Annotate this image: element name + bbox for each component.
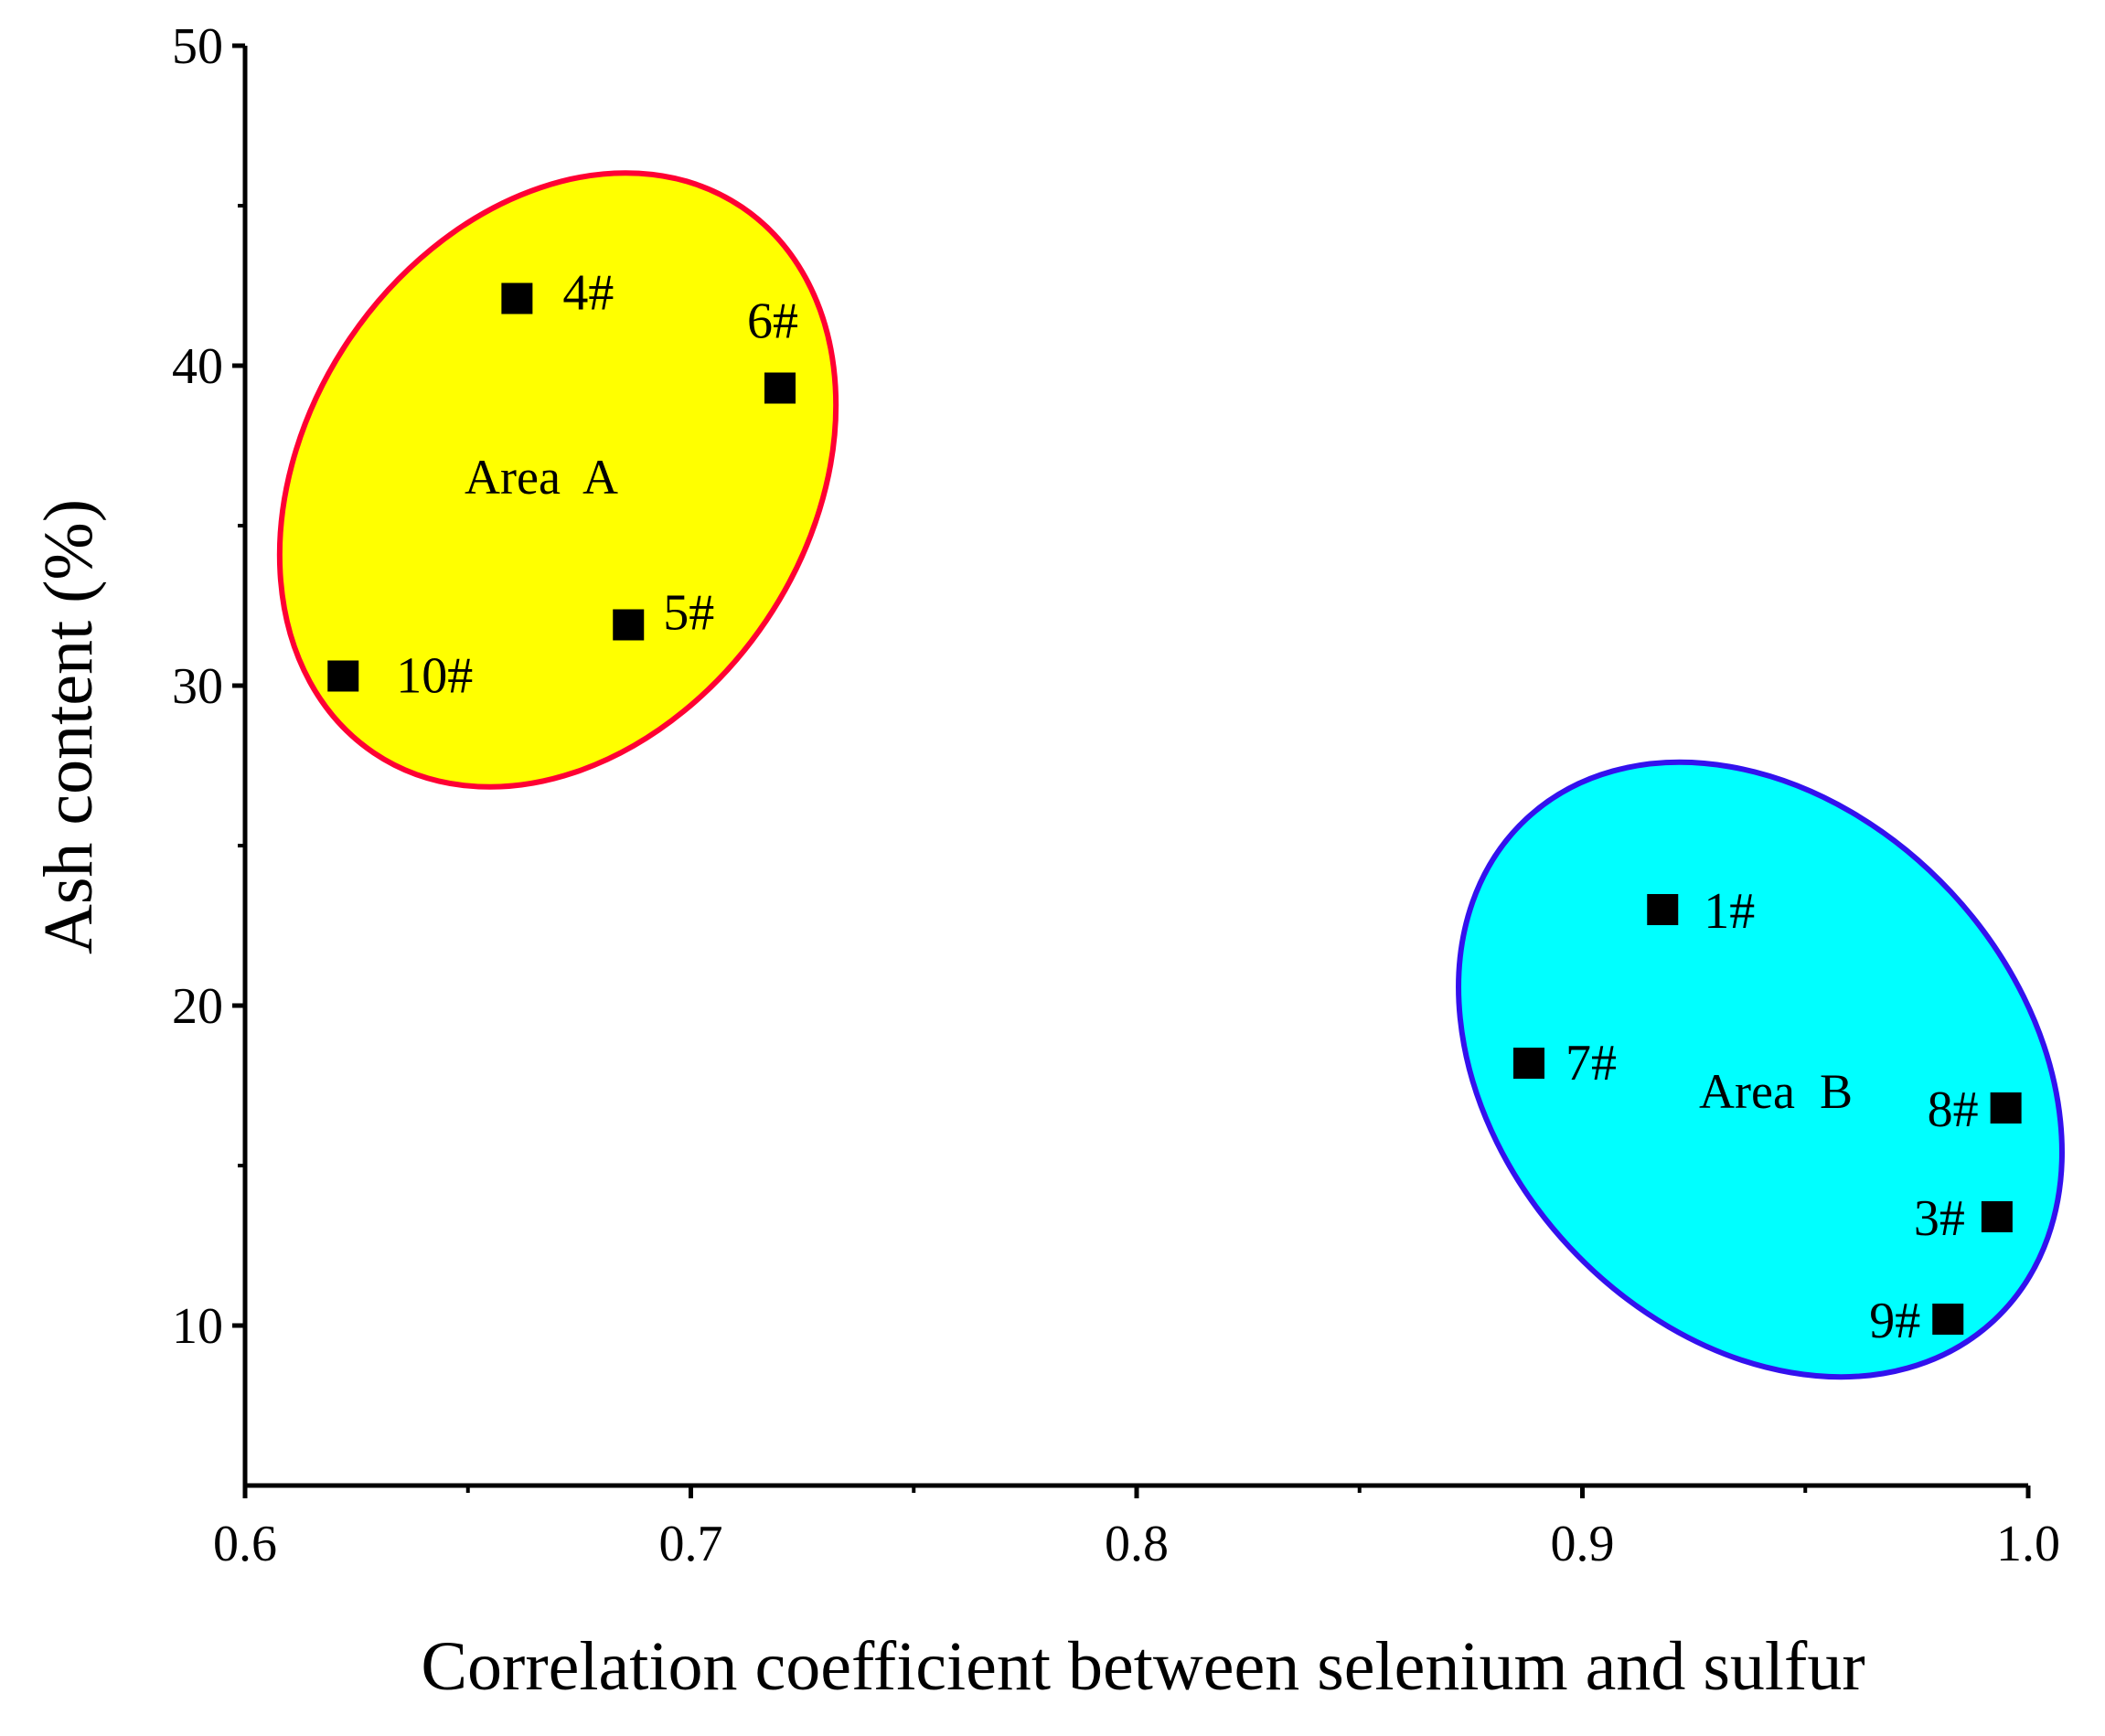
y-tick-label: 20: [172, 978, 223, 1035]
y-tick-label: 30: [172, 658, 223, 715]
point-8-marker: [1990, 1092, 2022, 1124]
y-tick-label: 40: [172, 338, 223, 395]
point-3-marker: [1981, 1201, 2013, 1232]
point-6-marker: [764, 372, 796, 404]
x-axis-title: Correlation coefficient between selenium…: [421, 1628, 1865, 1705]
x-tick-label: 1.0: [1996, 1516, 2060, 1572]
axes-layer: 0.6 0.7 0.8 0.9 1.0 10 20 30 40 50: [172, 18, 2060, 1572]
point-1-label: 1#: [1704, 883, 1755, 940]
area-a-label: Area A: [465, 450, 618, 505]
point-7-marker: [1513, 1048, 1544, 1079]
point-4-marker: [501, 282, 533, 314]
y-tick-label: 10: [172, 1298, 223, 1355]
x-tick-label: 0.8: [1105, 1516, 1169, 1572]
areas-layer: [276, 170, 2065, 1380]
y-axis-title: Ash content (%): [30, 499, 107, 954]
point-6-label: 6#: [747, 293, 798, 350]
x-tick-label: 0.9: [1551, 1516, 1615, 1572]
point-9-label: 9#: [1869, 1293, 1920, 1349]
point-4-label: 4#: [562, 265, 614, 322]
point-5-marker: [613, 609, 645, 641]
x-tick-label: 0.6: [213, 1516, 277, 1572]
point-5-label: 5#: [663, 585, 714, 642]
x-tick-label: 0.7: [659, 1516, 723, 1572]
points-layer: [327, 282, 2022, 1335]
point-9-marker: [1932, 1304, 1964, 1335]
point-10-label: 10#: [396, 648, 473, 705]
point-3-label: 3#: [1914, 1190, 1965, 1247]
point-7-label: 7#: [1565, 1035, 1617, 1092]
point-8-label: 8#: [1928, 1081, 1979, 1138]
area-a-ellipse: [276, 170, 839, 790]
area-b-ellipse: [1456, 759, 2065, 1380]
area-b-label: Area B: [1699, 1064, 1853, 1119]
y-tick-label: 50: [172, 18, 223, 75]
labels-layer: Area A Area B 1# 3# 4# 5# 6# 7# 8# 9# 10#: [396, 265, 1978, 1350]
point-1-marker: [1647, 894, 1679, 925]
point-10-marker: [327, 660, 359, 692]
